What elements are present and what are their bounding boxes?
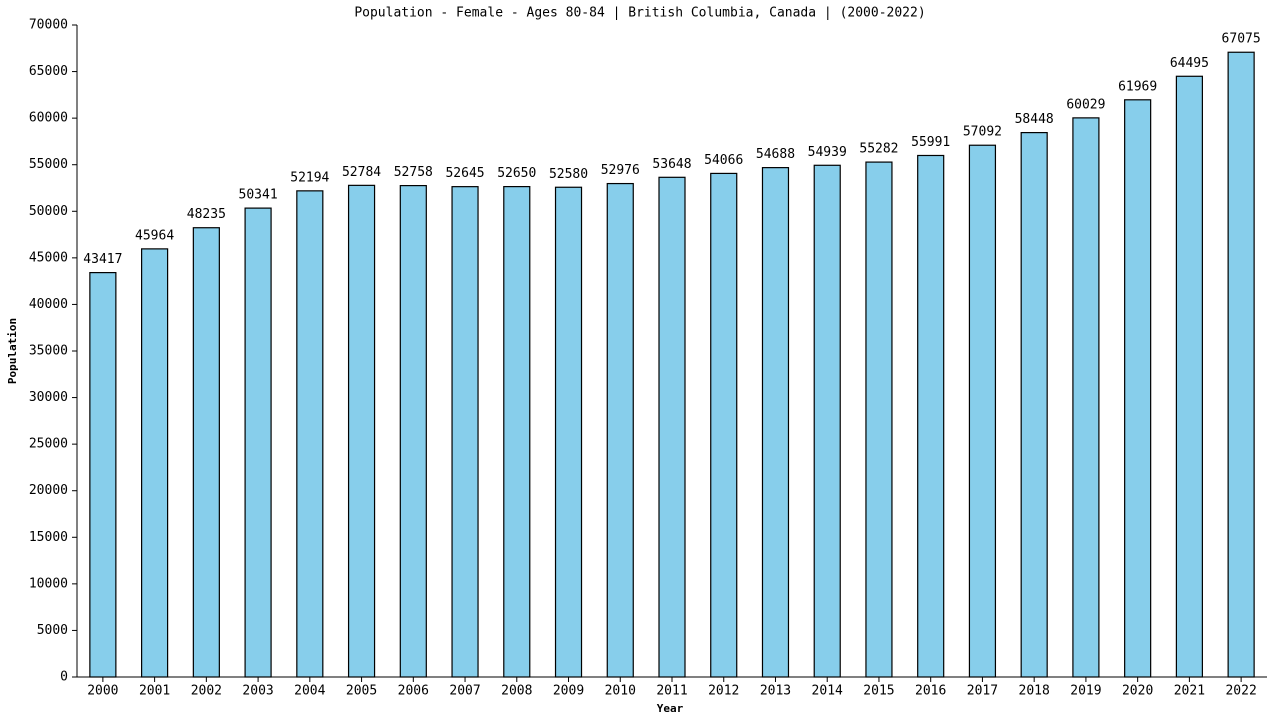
x-tick-label: 2022 [1225,684,1256,699]
x-tick-label: 2001 [139,684,170,699]
value-label: 54688 [756,147,795,162]
value-label: 54066 [704,153,743,168]
y-tick-label: 45000 [29,250,68,265]
bar [658,176,686,678]
x-tick-label: 2009 [553,684,584,699]
bar [503,186,531,678]
bar [865,161,893,678]
y-tick-label: 40000 [29,297,68,312]
y-tick-label: 25000 [29,437,68,452]
y-axis-label: Population [6,318,19,384]
y-tick-label: 35000 [29,344,68,359]
x-tick-label: 2010 [605,684,636,699]
value-label: 52645 [445,166,484,181]
y-tick-label: 65000 [29,64,68,79]
x-tick-label: 2021 [1174,684,1205,699]
x-tick-label: 2002 [191,684,222,699]
y-tick-label: 0 [60,670,68,685]
y-tick-label: 20000 [29,483,68,498]
bar [917,154,945,678]
bar [1020,131,1048,678]
bar [451,186,479,678]
value-label: 60029 [1066,97,1105,112]
value-label: 52976 [601,163,640,178]
y-tick-label: 50000 [29,204,68,219]
bar [968,144,997,678]
x-tick-label: 2003 [242,684,273,699]
value-label: 54939 [808,145,847,160]
value-label: 52784 [342,165,381,180]
bar [347,184,376,678]
bar [192,227,220,678]
value-label: 43417 [83,252,122,267]
y-tick-label: 55000 [29,157,68,172]
x-tick-label: 2017 [967,684,998,699]
x-tick-label: 2000 [87,684,118,699]
value-label: 52758 [394,165,433,180]
x-tick-label: 2016 [915,684,946,699]
bar [813,164,841,678]
value-label: 48235 [187,207,226,222]
x-tick-label: 2007 [449,684,480,699]
value-label: 55282 [859,142,898,157]
value-label: 53648 [652,157,691,172]
bar [1072,117,1100,678]
bar [399,184,427,678]
x-axis-label: Year [657,702,684,715]
x-tick-label: 2005 [346,684,377,699]
bar [710,172,738,678]
bar [141,248,169,678]
x-tick-label: 2020 [1122,684,1153,699]
value-label: 61969 [1118,79,1157,94]
bar [554,186,583,678]
bar [761,167,790,678]
chart-title: Population - Female - Ages 80-84 | Briti… [354,6,925,21]
y-tick-label: 10000 [29,576,68,591]
value-label: 52194 [290,170,329,185]
value-label: 67075 [1222,32,1261,47]
bar [296,190,324,678]
value-label: 52580 [549,167,588,182]
value-label: 52650 [497,166,536,181]
x-tick-label: 2018 [1019,684,1050,699]
bar [1124,99,1152,678]
y-tick-label: 5000 [37,623,68,638]
x-tick-label: 2012 [708,684,739,699]
x-tick-label: 2014 [812,684,843,699]
x-tick-label: 2019 [1070,684,1101,699]
bar [244,207,272,678]
value-label: 45964 [135,228,174,243]
x-tick-label: 2008 [501,684,532,699]
y-tick-label: 15000 [29,530,68,545]
bar [89,272,117,678]
value-label: 50341 [239,188,278,203]
x-tick-label: 2006 [398,684,429,699]
x-tick-label: 2011 [656,684,687,699]
y-tick-label: 30000 [29,390,68,405]
x-tick-label: 2015 [863,684,894,699]
bar [606,182,634,678]
value-label: 58448 [1015,112,1054,127]
value-label: 57092 [963,125,1002,140]
x-tick-label: 2013 [760,684,791,699]
bar [1227,51,1255,678]
y-tick-label: 60000 [29,111,68,126]
x-tick-label: 2004 [294,684,325,699]
value-label: 55991 [911,135,950,150]
value-label: 64495 [1170,56,1209,71]
y-tick-label: 70000 [29,18,68,33]
bar [1175,75,1203,678]
